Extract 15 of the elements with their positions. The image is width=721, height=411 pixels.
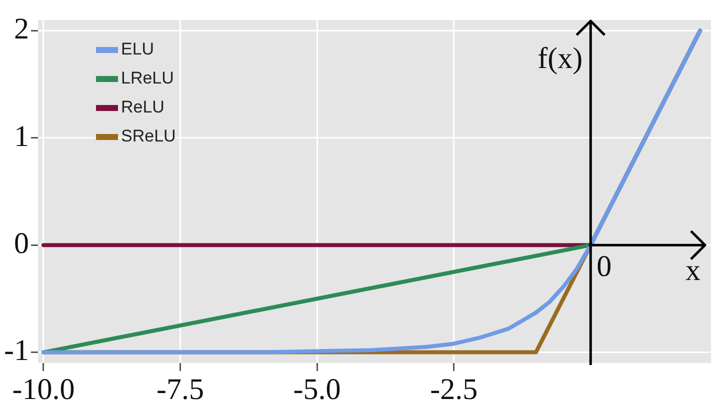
x-axis-title: x xyxy=(686,254,700,287)
legend-label: ReLU xyxy=(121,98,164,117)
y-tick-label: 1 xyxy=(14,120,29,153)
y-tick-label: 2 xyxy=(14,12,29,46)
legend-label: SReLU xyxy=(121,126,176,146)
x-tick-label: -7.5 xyxy=(156,372,204,406)
annotation: 0 xyxy=(596,250,612,283)
legend-label: ELU xyxy=(121,40,154,59)
x-tick-label: -2.5 xyxy=(430,372,478,406)
x-tick-label: -10.0 xyxy=(12,372,75,406)
y-axis-title: f(x) xyxy=(538,42,583,75)
x-tick-label: -5.0 xyxy=(293,372,341,406)
legend-label: LReLU xyxy=(121,68,174,88)
y-tick-label: 0 xyxy=(14,226,29,260)
y-tick-label: -1 xyxy=(4,334,29,368)
